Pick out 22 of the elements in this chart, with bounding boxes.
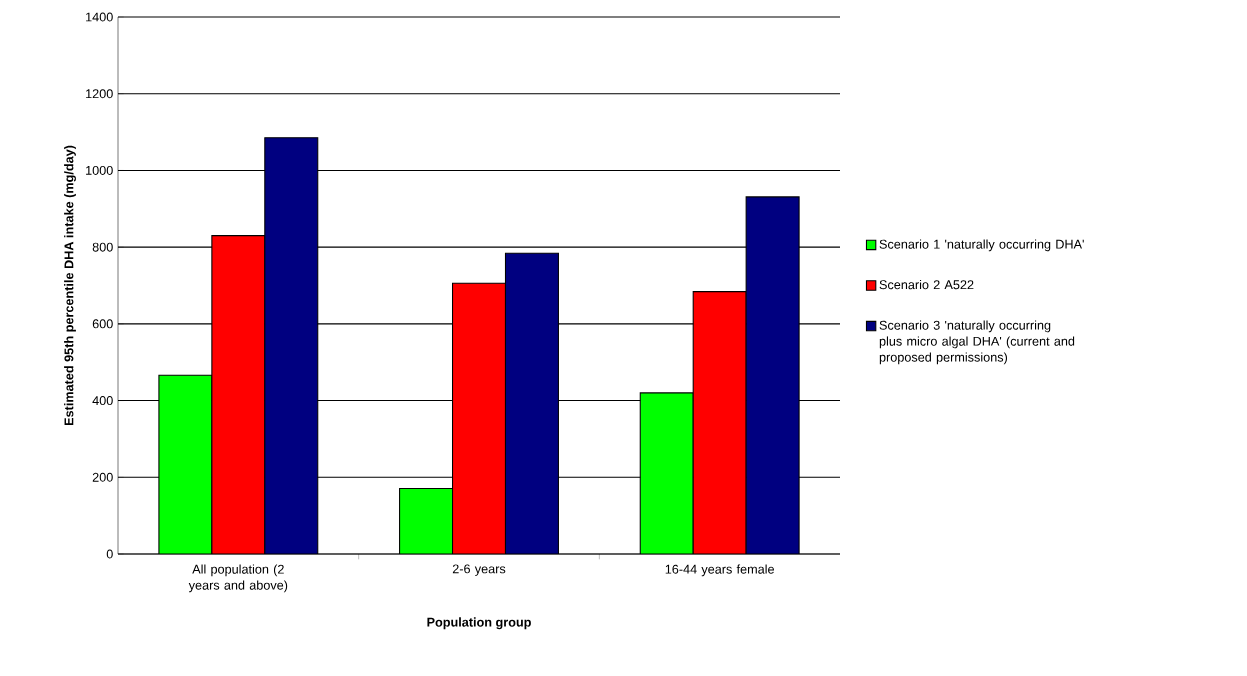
x-tick-label: 16-44 years female bbox=[665, 564, 774, 577]
bar bbox=[639, 392, 694, 554]
y-tick-label: 1200 bbox=[86, 89, 113, 99]
bar bbox=[451, 282, 507, 554]
x-axis-title: Population group bbox=[427, 617, 531, 630]
x-tick-label: All population (2 years and above) bbox=[188, 564, 288, 593]
bar bbox=[158, 374, 213, 554]
x-tick-label: 2-6 years bbox=[452, 564, 506, 576]
y-tick-label: 1400 bbox=[86, 12, 113, 22]
bar bbox=[399, 487, 454, 554]
y-tick-label: 600 bbox=[92, 319, 113, 329]
y-tick-label: 0 bbox=[106, 549, 113, 559]
bar bbox=[692, 291, 747, 554]
y-tick-label: 400 bbox=[92, 396, 113, 406]
y-axis-title: Estimated 95th percentile DHA intake (mg/day) bbox=[64, 145, 76, 426]
bar bbox=[211, 235, 266, 554]
y-tick-label: 1000 bbox=[86, 165, 113, 175]
y-tick-label: 200 bbox=[92, 472, 113, 482]
legend-label: Scenario 1 'naturally occurring DHA' bbox=[879, 239, 1084, 252]
y-tick-label: 800 bbox=[92, 242, 113, 252]
legend-label: Scenario 3 'naturally occurring plus micro algal DHA' (current and proposed permissions) bbox=[879, 320, 1075, 365]
legend-label: Scenario 2 A522 bbox=[879, 279, 974, 290]
